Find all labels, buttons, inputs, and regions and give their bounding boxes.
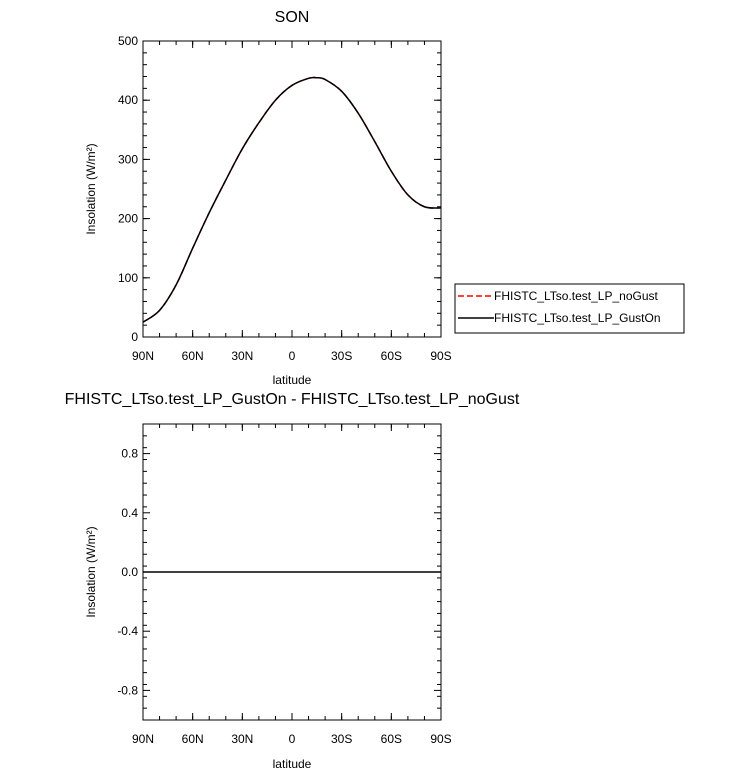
- x-tick-label: 60N: [182, 732, 204, 746]
- x-tick-label: 60S: [381, 349, 402, 363]
- top-chart-title: SON: [275, 9, 310, 26]
- top-x-ticks: 90N 60N 30N 0 30S 60S 90S: [132, 41, 452, 363]
- y-tick-label: 0.0: [121, 565, 138, 579]
- x-tick-label: 30S: [331, 732, 352, 746]
- x-tick-label: 60N: [182, 349, 204, 363]
- x-tick-label: 90N: [132, 349, 154, 363]
- bottom-plot-frame: [142, 423, 442, 721]
- bottom-y-axis-label: Insolation (W/m²): [84, 526, 98, 617]
- top-plot-frame: [142, 40, 442, 338]
- y-tick-label: -0.8: [117, 683, 138, 697]
- top-series-line-1: [142, 76, 442, 323]
- y-tick-label: 500: [118, 34, 138, 48]
- bottom-panel: FHISTC_LTso.test_LP_GustOn - FHISTC_LTso…: [65, 391, 520, 771]
- bottom-chart-title: FHISTC_LTso.test_LP_GustOn - FHISTC_LTso…: [65, 391, 520, 408]
- legend-label-nogust: FHISTC_LTso.test_LP_noGust: [494, 289, 659, 303]
- top-y-axis-label: Insolation (W/m²): [84, 143, 98, 234]
- x-tick-label: 90S: [430, 732, 451, 746]
- y-tick-label: 200: [118, 212, 138, 226]
- legend-label-guston: FHISTC_LTso.test_LP_GustOn: [494, 311, 661, 325]
- bottom-y-ticks: -0.8 -0.4 0.0 0.4 0.8: [117, 423, 441, 721]
- y-tick-label: 0.8: [121, 447, 138, 461]
- legend-box: [454, 283, 685, 334]
- legend: FHISTC_LTso.test_LP_noGust FHISTC_LTso.t…: [454, 283, 685, 334]
- x-tick-label: 30N: [231, 349, 253, 363]
- y-tick-label: -0.4: [117, 624, 138, 638]
- x-tick-label: 30S: [331, 349, 352, 363]
- y-tick-label: 400: [118, 93, 138, 107]
- y-tick-label: 100: [118, 271, 138, 285]
- top-y-ticks: 0 100 200 300 400 500: [118, 34, 441, 344]
- y-tick-label: 0.4: [121, 506, 138, 520]
- top-series-line-0: [142, 76, 442, 323]
- x-tick-label: 0: [289, 732, 296, 746]
- x-tick-label: 0: [289, 349, 296, 363]
- top-panel: SON 0 100 200 300 400 500 90N 60N 30N 0 30S 60S 90S…: [84, 9, 685, 387]
- x-tick-label: 90N: [132, 732, 154, 746]
- x-tick-label: 30N: [231, 732, 253, 746]
- bottom-x-ticks: 90N 60N 30N 0 30S 60S 90S: [132, 424, 452, 746]
- top-x-axis-label: latitude: [273, 373, 312, 387]
- bottom-x-axis-label: latitude: [273, 757, 312, 771]
- y-tick-label: 0: [131, 330, 138, 344]
- top-series-lines: [142, 76, 442, 323]
- x-tick-label: 60S: [381, 732, 402, 746]
- x-tick-label: 90S: [430, 349, 451, 363]
- y-tick-label: 300: [118, 152, 138, 166]
